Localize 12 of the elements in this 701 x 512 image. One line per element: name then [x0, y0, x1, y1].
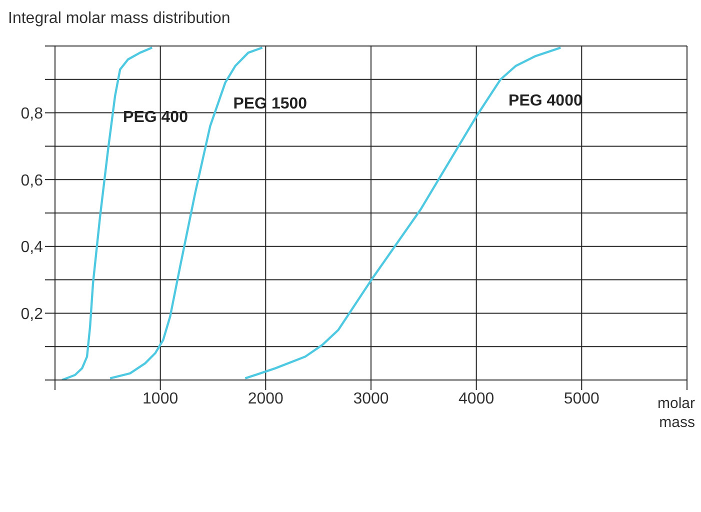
x-tick-label: 3000	[353, 390, 389, 408]
y-tick-label: 0,6	[20, 172, 44, 190]
y-tick-label: 0,2	[20, 306, 44, 323]
x-tick-label: 1000	[142, 390, 178, 408]
series-label: PEG 400	[123, 109, 188, 126]
x-axis-title: molar mass	[657, 395, 695, 431]
y-tick-label: 0,8	[20, 105, 44, 122]
x-tick-label: 4000	[458, 390, 494, 408]
x-tick-label: 5000	[564, 390, 600, 408]
y-tick-label: 0,4	[20, 239, 44, 256]
chart-title: Integral molar mass distribution	[8, 10, 230, 28]
x-tick-label: 2000	[248, 390, 284, 408]
